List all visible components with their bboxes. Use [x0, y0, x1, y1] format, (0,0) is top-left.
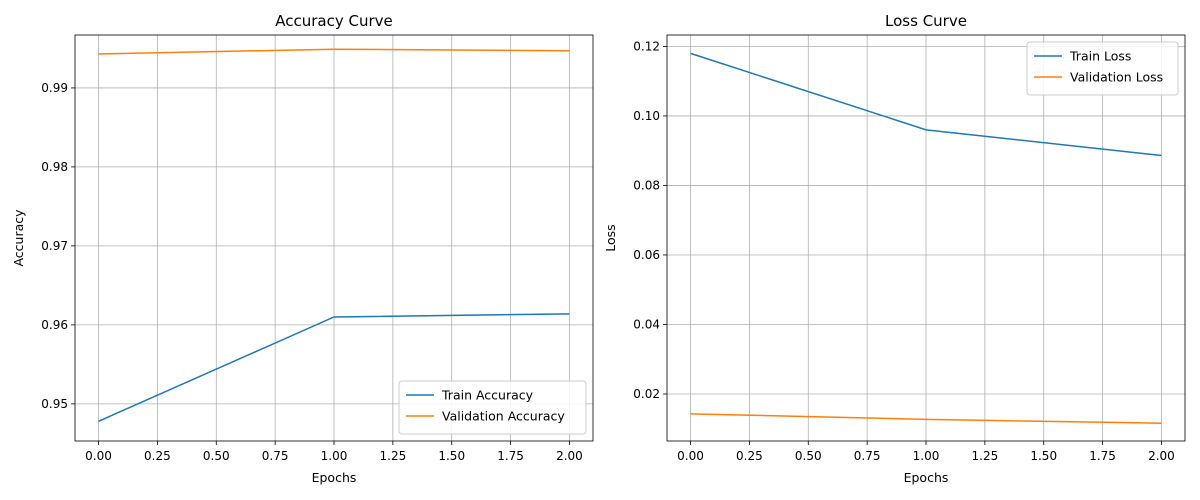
chart-1-ylabel: Accuracy	[11, 209, 26, 267]
chart-2-legend: Train Loss Validation Loss	[1026, 41, 1179, 96]
chart-1-xtick-label: 0.00	[85, 449, 112, 463]
chart-1-legend-box	[398, 380, 587, 435]
chart-2: 0.00 0.25 0.50 0.75 1.00 1.25 1.50 1.75 2.00 0.02…	[603, 12, 1186, 485]
chart-1-xtick-label: 0.25	[144, 449, 171, 463]
chart-2-xtick-label: 0.25	[736, 449, 763, 463]
chart-2-xtick-label: 0.50	[795, 449, 822, 463]
chart-1-legend-label: Train Accuracy	[441, 388, 534, 403]
chart-1-xtick-label: 1.75	[497, 449, 524, 463]
chart-2-xtick-label: 1.50	[1030, 449, 1057, 463]
chart-2-xtick-label: 0.75	[854, 449, 881, 463]
chart-1-xtick-label: 0.75	[262, 449, 289, 463]
chart-2-title: Loss Curve	[885, 12, 967, 30]
chart-2-ylabel: Loss	[603, 224, 618, 251]
chart-2-legend-label: Train Loss	[1069, 49, 1131, 64]
chart-1-ytick-label: 0.96	[41, 318, 68, 332]
chart-1-ytick-label: 0.95	[41, 397, 68, 411]
chart-2-xtick-label: 1.75	[1089, 449, 1116, 463]
chart-1-xtick-label: 1.25	[380, 449, 407, 463]
chart-1-ytick-label: 0.99	[41, 81, 68, 95]
chart-2-legend-label: Validation Loss	[1070, 70, 1163, 85]
chart-1-xtick-label: 2.00	[556, 449, 583, 463]
chart-2-legend-box	[1026, 41, 1179, 96]
chart-2-ytick-label: 0.10	[633, 109, 660, 123]
chart-2-xlabel: Epochs	[904, 470, 949, 485]
chart-2-xtick-label: 2.00	[1148, 449, 1175, 463]
chart-2-ytick-label: 0.12	[633, 39, 660, 53]
chart-1-xtick-label: 0.50	[203, 449, 230, 463]
chart-1-ytick-label: 0.97	[41, 239, 68, 253]
chart-1-xlabel: Epochs	[312, 470, 357, 485]
chart-1-xtick-label: 1.00	[321, 449, 348, 463]
chart-2-ytick-label: 0.06	[633, 248, 660, 262]
chart-1: 0.00 0.25 0.50 0.75 1.00 1.25 1.50 1.75 2.00 0.95…	[11, 12, 594, 485]
chart-2-ytick-label: 0.04	[633, 317, 660, 331]
chart-1-ytick-label: 0.98	[41, 160, 68, 174]
chart-1-xtick-label: 1.50	[438, 449, 465, 463]
chart-2-xtick-label: 0.00	[677, 449, 704, 463]
chart-1-legend: Train Accuracy Validation Accuracy	[398, 380, 587, 435]
chart-1-title: Accuracy Curve	[275, 12, 393, 30]
chart-2-xtick-label: 1.00	[913, 449, 940, 463]
chart-2-ytick-label: 0.08	[633, 178, 660, 192]
chart-2-ytick-label: 0.02	[633, 387, 660, 401]
chart-2-xtick-label: 1.25	[972, 449, 999, 463]
chart-1-legend-label: Validation Accuracy	[442, 409, 565, 424]
